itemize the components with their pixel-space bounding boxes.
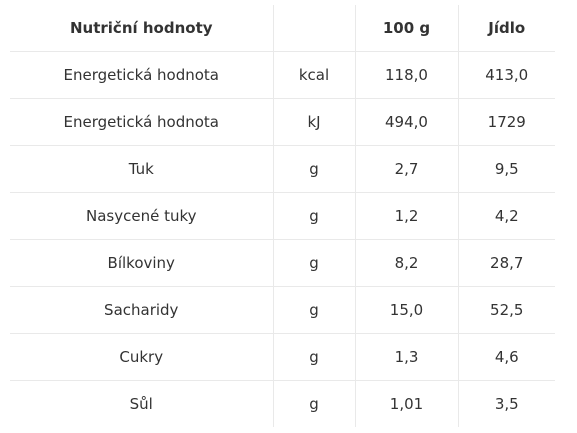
table-row: Cukry g 1,3 4,6 <box>10 333 555 381</box>
nutrient-unit: g <box>273 145 356 193</box>
nutrient-name: Nasycené tuky <box>10 192 274 240</box>
nutrient-unit: kcal <box>273 51 356 99</box>
header-unit <box>273 5 356 52</box>
table-row: Sacharidy g 15,0 52,5 <box>10 286 555 334</box>
value-per-meal: 1729 <box>458 98 555 146</box>
nutrient-name: Energetická hodnota <box>10 98 274 146</box>
nutrient-unit: kJ <box>273 98 356 146</box>
nutrient-name: Tuk <box>10 145 274 193</box>
table-row: Nasycené tuky g 1,2 4,2 <box>10 192 555 240</box>
nutrition-table: Nutriční hodnoty 100 g Jídlo Energetická… <box>10 5 555 427</box>
value-per-100g: 1,01 <box>355 380 459 427</box>
value-per-meal: 4,6 <box>458 333 555 381</box>
value-per-100g: 1,2 <box>355 192 459 240</box>
value-per-meal: 413,0 <box>458 51 555 99</box>
header-row: Nutriční hodnoty 100 g Jídlo <box>10 5 555 52</box>
nutrient-name: Bílkoviny <box>10 239 274 287</box>
header-nutrient: Nutriční hodnoty <box>10 5 274 52</box>
table-row: Tuk g 2,7 9,5 <box>10 145 555 193</box>
nutrient-name: Sůl <box>10 380 274 427</box>
nutrient-unit: g <box>273 333 356 381</box>
table-row: Energetická hodnota kJ 494,0 1729 <box>10 98 555 146</box>
value-per-100g: 2,7 <box>355 145 459 193</box>
value-per-100g: 1,3 <box>355 333 459 381</box>
nutrient-name: Sacharidy <box>10 286 274 334</box>
table-row: Sůl g 1,01 3,5 <box>10 380 555 427</box>
table-row: Bílkoviny g 8,2 28,7 <box>10 239 555 287</box>
nutrient-name: Energetická hodnota <box>10 51 274 99</box>
value-per-100g: 15,0 <box>355 286 459 334</box>
nutrient-unit: g <box>273 286 356 334</box>
nutrient-name: Cukry <box>10 333 274 381</box>
table-row: Energetická hodnota kcal 118,0 413,0 <box>10 51 555 99</box>
nutrient-unit: g <box>273 239 356 287</box>
value-per-100g: 494,0 <box>355 98 459 146</box>
header-per-100g: 100 g <box>355 5 459 52</box>
nutrient-unit: g <box>273 192 356 240</box>
nutrient-unit: g <box>273 380 356 427</box>
value-per-100g: 118,0 <box>355 51 459 99</box>
value-per-100g: 8,2 <box>355 239 459 287</box>
value-per-meal: 3,5 <box>494 395 519 413</box>
value-per-meal: 4,2 <box>458 192 555 240</box>
value-per-meal: 28,7 <box>458 239 555 287</box>
value-per-meal: 52,5 <box>458 286 555 334</box>
header-per-meal: Jídlo <box>458 5 555 52</box>
value-per-meal: 9,5 <box>458 145 555 193</box>
